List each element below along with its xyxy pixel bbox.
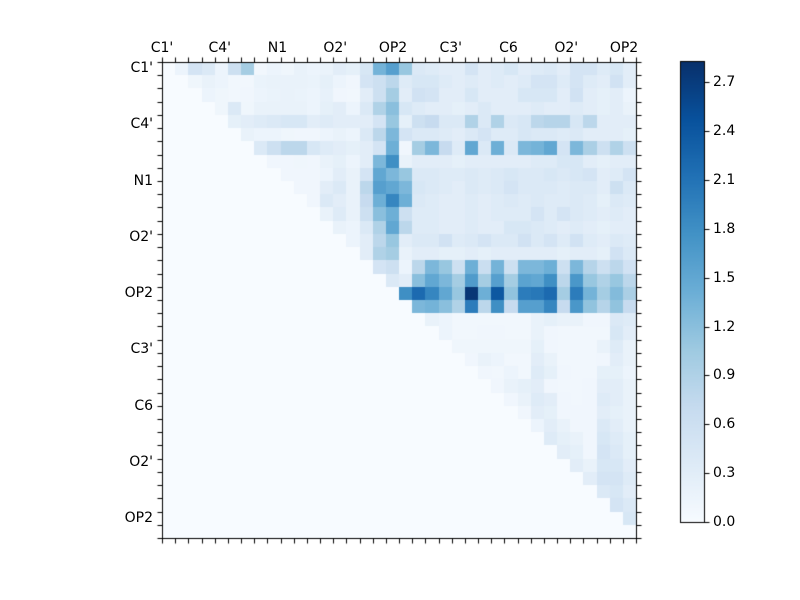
y-axis-label: O2'	[129, 453, 153, 470]
y-axis-label: N1	[133, 172, 153, 189]
colorbar-tick-label: 0.6	[713, 416, 736, 433]
y-axis-label: C6	[134, 397, 153, 414]
colorbar-tick-label: 0.9	[713, 367, 736, 384]
colorbar-tick-label: 2.1	[713, 171, 736, 188]
x-axis-label: C4'	[208, 40, 232, 56]
colorbar-tick-label: 1.5	[713, 269, 736, 286]
x-axis-label: C6	[499, 40, 518, 56]
x-axis-label: O2'	[554, 40, 579, 56]
colorbar-tick-label: 2.7	[713, 74, 736, 91]
colorbar-tick-label: 2.4	[713, 123, 736, 140]
colorbar-tick-label: 0.3	[713, 465, 736, 482]
y-axis-label: OP2	[124, 285, 153, 301]
x-axis-label: C3'	[439, 40, 463, 56]
x-axis-label: OP2	[378, 40, 408, 56]
x-axis-label: N1	[267, 40, 288, 56]
x-axis-label: C1'	[150, 40, 174, 56]
colorbar-tick-label: 1.2	[713, 318, 736, 335]
y-axis-label: C1'	[130, 60, 153, 76]
colorbar-tick-label: 1.8	[713, 220, 736, 237]
colorbar-tick-label: 0.0	[713, 514, 736, 530]
y-axis-label: C3'	[130, 341, 153, 358]
y-axis-label: O2'	[129, 228, 153, 245]
y-axis-label: OP2	[124, 510, 153, 526]
y-axis-label: C4'	[130, 116, 153, 133]
x-axis-label: OP2	[609, 40, 639, 56]
x-axis-label: O2'	[323, 40, 348, 56]
